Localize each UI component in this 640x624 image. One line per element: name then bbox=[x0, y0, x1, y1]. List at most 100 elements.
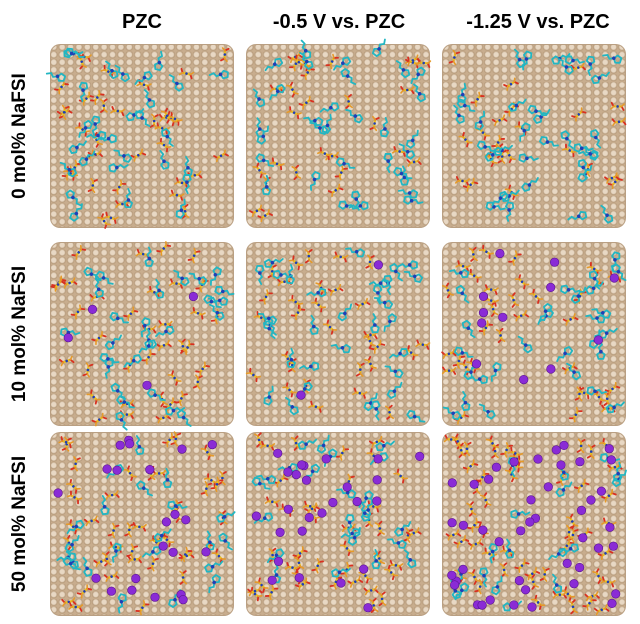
fsi-anion bbox=[455, 176, 470, 186]
fsi-anion bbox=[149, 113, 159, 129]
pyrrolidinium-cation bbox=[45, 72, 67, 82]
fsi-anion bbox=[76, 584, 92, 599]
sodium-ion bbox=[608, 541, 618, 551]
fsi-anion bbox=[167, 111, 183, 126]
sodium-ion bbox=[549, 257, 560, 267]
pyrrolidinium-cation bbox=[162, 467, 173, 488]
pyrrolidinium-cation bbox=[406, 409, 426, 423]
fsi-anion bbox=[562, 313, 579, 326]
sodium-ion bbox=[611, 589, 621, 599]
pyrrolidinium-cation bbox=[362, 498, 373, 519]
snapshot-panel-pzc-50mol bbox=[50, 431, 236, 616]
sodium-ion bbox=[291, 469, 301, 480]
sodium-ion bbox=[527, 602, 537, 612]
fsi-anion bbox=[71, 244, 87, 260]
pyrrolidinium-cation bbox=[69, 203, 83, 222]
sodium-ion bbox=[498, 312, 508, 322]
pyrrolidinium-cation bbox=[461, 319, 476, 339]
pyrrolidinium-cation bbox=[117, 593, 127, 614]
pyrrolidinium-cation bbox=[371, 400, 381, 421]
pyrrolidinium-cation bbox=[123, 354, 143, 368]
pyrrolidinium-cation bbox=[345, 109, 364, 124]
fsi-anion bbox=[586, 444, 596, 459]
pyrrolidinium-cation bbox=[521, 50, 533, 71]
fsi-anion bbox=[462, 459, 479, 474]
sodium-ion bbox=[519, 375, 529, 385]
snapshot-panel-minus0-5v-50mol bbox=[246, 432, 430, 616]
molecule-layer bbox=[245, 247, 431, 423]
pyrrolidinium-cation bbox=[519, 122, 531, 142]
pyrrolidinium-cation bbox=[484, 147, 503, 162]
pyrrolidinium-cation bbox=[453, 104, 465, 124]
fsi-anion bbox=[604, 381, 621, 396]
pyrrolidinium-cation bbox=[114, 64, 130, 83]
pyrrolidinium-cation bbox=[504, 201, 515, 222]
fsi-anion bbox=[374, 520, 385, 537]
pyrrolidinium-cation bbox=[467, 374, 489, 385]
pyrrolidinium-cation bbox=[577, 158, 588, 179]
fsi-anion bbox=[192, 374, 203, 390]
pyrrolidinium-cation bbox=[99, 353, 120, 364]
pyrrolidinium-cation bbox=[455, 284, 470, 304]
fsi-anion bbox=[467, 538, 484, 550]
pyrrolidinium-cation bbox=[505, 538, 515, 559]
pyrrolidinium-cation bbox=[368, 278, 389, 288]
fsi-anion bbox=[462, 441, 472, 457]
fsi-anion bbox=[453, 535, 470, 549]
sodium-ion bbox=[520, 585, 531, 595]
fsi-anion bbox=[87, 177, 98, 194]
sodium-ion bbox=[297, 460, 307, 470]
sodium-ion bbox=[106, 586, 117, 596]
sodium-ion bbox=[317, 508, 327, 518]
fsi-anion bbox=[470, 91, 485, 107]
pyrrolidinium-cation bbox=[94, 277, 104, 298]
fsi-anion bbox=[90, 89, 105, 106]
fsi-anion bbox=[135, 600, 150, 616]
fsi-anion bbox=[123, 465, 137, 481]
sodium-ion bbox=[158, 541, 168, 551]
fsi-anion bbox=[311, 558, 324, 574]
fsi-anion bbox=[82, 362, 94, 378]
pyrrolidinium-cation bbox=[588, 270, 601, 290]
pyrrolidinium-cation bbox=[319, 102, 340, 113]
pyrrolidinium-cation bbox=[560, 130, 574, 149]
fsi-anion bbox=[344, 93, 353, 109]
pyrrolidinium-cation bbox=[208, 303, 225, 321]
pyrrolidinium-cation bbox=[585, 281, 604, 295]
fsi-anion bbox=[277, 277, 292, 287]
sodium-ion bbox=[87, 304, 98, 315]
pyrrolidinium-cation bbox=[403, 549, 417, 569]
pyrrolidinium-cation bbox=[517, 335, 533, 354]
fsi-anion bbox=[123, 306, 139, 322]
fsi-anion bbox=[126, 543, 139, 559]
fsi-anion bbox=[112, 179, 127, 195]
sodium-ion bbox=[301, 475, 312, 485]
pyrrolidinium-cation bbox=[285, 263, 295, 285]
fsi-anion bbox=[124, 522, 135, 538]
pyrrolidinium-cation bbox=[165, 406, 186, 416]
fsi-anion bbox=[384, 564, 399, 581]
pyrrolidinium-cation bbox=[578, 149, 599, 159]
pyrrolidinium-cation bbox=[64, 534, 80, 553]
pyrrolidinium-cation bbox=[82, 556, 93, 577]
pyrrolidinium-cation bbox=[59, 161, 78, 178]
pyrrolidinium-cation bbox=[375, 440, 395, 452]
pyrrolidinium-cation bbox=[479, 567, 489, 588]
pyrrolidinium-cation bbox=[286, 347, 296, 369]
sodium-ion bbox=[562, 558, 572, 568]
sodium-ion bbox=[91, 573, 101, 583]
pyrrolidinium-cation bbox=[63, 48, 84, 59]
pyrrolidinium-cation bbox=[591, 308, 612, 319]
fsi-anion bbox=[245, 367, 261, 383]
fsi-anion bbox=[187, 247, 201, 264]
sodium-ion bbox=[607, 598, 617, 608]
fsi-anion bbox=[355, 362, 365, 377]
pyrrolidinium-cation bbox=[393, 167, 413, 180]
pyrrolidinium-cation bbox=[123, 188, 133, 209]
sodium-ion bbox=[495, 248, 505, 259]
fsi-anion bbox=[564, 524, 574, 540]
molecule-layer bbox=[53, 431, 236, 616]
pyrrolidinium-cation bbox=[261, 174, 272, 196]
fsi-anion bbox=[298, 95, 315, 110]
fsi-anion bbox=[347, 575, 364, 588]
